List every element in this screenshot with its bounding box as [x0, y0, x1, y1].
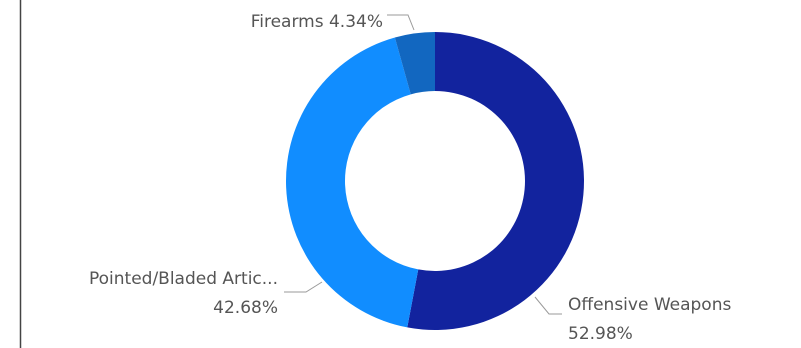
- label-firearms: Firearms 4.34%: [251, 12, 383, 32]
- leader-line-pointed-bladed-articles: [284, 282, 322, 292]
- value-label-offensive-weapons: 52.98%: [568, 324, 633, 344]
- leader-line-offensive-weapons: [535, 297, 562, 314]
- slices-group: [286, 32, 584, 330]
- leader-line-firearms: [387, 15, 414, 30]
- value-label-pointed-bladed-articles: 42.68%: [213, 298, 278, 318]
- label-pointed-bladed-articles: Pointed/Bladed Artic...: [89, 269, 278, 289]
- label-offensive-weapons: Offensive Weapons: [568, 295, 731, 315]
- slice-pointed-bladed-articles[interactable]: [286, 38, 418, 328]
